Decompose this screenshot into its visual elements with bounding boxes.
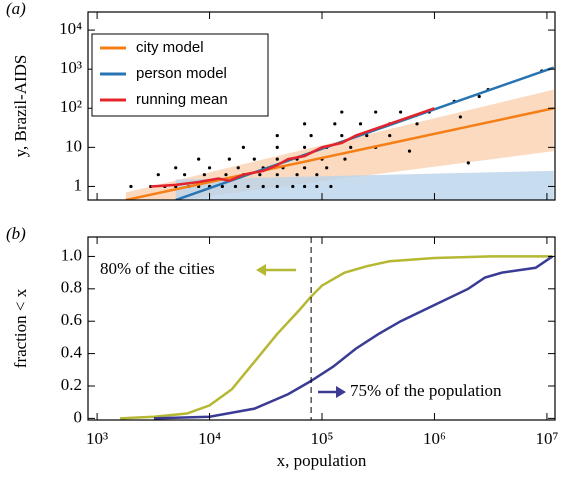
arrow-head [336, 386, 346, 398]
data-point [174, 166, 178, 170]
series-line [125, 107, 555, 200]
x-tick-label: 10⁵ [311, 429, 334, 448]
x-axis-label: x, population [277, 451, 367, 470]
data-point [325, 166, 329, 170]
data-point [236, 166, 240, 170]
data-point [275, 133, 279, 138]
plot-area [119, 237, 554, 420]
y-tick-label: 10 [65, 136, 82, 155]
data-point [246, 184, 250, 189]
data-point [220, 184, 224, 189]
data-point [207, 166, 212, 170]
legend: city model person model running mean [91, 33, 269, 117]
data-point [374, 110, 378, 114]
annotation: 75% of the population [350, 381, 502, 400]
data-point [458, 115, 462, 119]
data-point [333, 122, 337, 126]
data-point [340, 110, 344, 114]
y-tick-label: 0.6 [61, 310, 82, 329]
data-point [183, 173, 187, 177]
data-point [407, 149, 412, 153]
data-point [343, 157, 347, 161]
data-point [261, 184, 265, 189]
data-point [399, 110, 403, 114]
y-tick-label: 0.2 [61, 375, 82, 394]
data-point [388, 133, 392, 138]
data-point [302, 145, 307, 149]
y-axis-label: y, Brazil-AIDS [11, 55, 30, 158]
y-axis-label: fraction < x [11, 288, 30, 368]
y-tick-label: 0.8 [61, 278, 82, 297]
y-tick-label: 10³ [60, 58, 82, 77]
data-point [466, 161, 470, 165]
data-point [241, 145, 246, 149]
data-point [202, 173, 207, 177]
legend-label: running mean [136, 91, 228, 108]
data-point [275, 145, 279, 149]
data-point [315, 184, 319, 189]
data-point [275, 173, 279, 177]
confidence-band [175, 170, 554, 200]
y-tick-label: 10² [60, 97, 82, 116]
data-point [252, 157, 256, 161]
data-point [477, 94, 481, 99]
data-point [302, 122, 307, 126]
plot-area [125, 66, 555, 200]
data-point [302, 166, 307, 170]
panel: 10³ 10⁴ 10⁵ 10⁶ 10⁷ 0 0.2 0.4 0.6 0.8 1.0 (b) fracti… [6, 224, 558, 470]
data-point [275, 157, 279, 161]
data-point [275, 184, 279, 189]
data-point [302, 184, 307, 189]
data-point [224, 173, 228, 177]
y-tick-label: 10⁴ [59, 19, 82, 38]
y-tick-label: 1 [74, 175, 83, 194]
data-point [233, 184, 238, 189]
data-point [315, 173, 319, 177]
y-tick-label: 0 [74, 407, 83, 426]
series-line [150, 107, 435, 188]
x-tick-label: 10⁷ [535, 429, 558, 448]
series-line [153, 255, 554, 420]
data-point [227, 157, 231, 161]
x-tick-label: 10³ [86, 429, 108, 448]
data-point [415, 122, 419, 126]
legend-label: city model [136, 39, 204, 56]
data-point [258, 173, 262, 177]
data-point [340, 133, 344, 138]
data-point [349, 145, 353, 149]
data-point [358, 122, 363, 126]
data-point [309, 133, 313, 138]
data-point [365, 133, 369, 138]
panel: 1 10 10² 10³ 10⁴ (a) y, Brazil-AIDS city model p… [6, 0, 556, 201]
confidence-band [125, 89, 554, 200]
axes-frame [87, 11, 556, 201]
data-point [197, 157, 201, 161]
x-tick-label: 10⁶ [423, 429, 446, 448]
data-point [329, 184, 333, 189]
axes-frame [87, 236, 556, 421]
y-tick-label: 1.0 [61, 245, 82, 264]
x-tick-label: 10⁴ [198, 429, 221, 448]
data-point [291, 184, 295, 189]
data-point [295, 173, 299, 177]
panel-label: (b) [6, 224, 26, 243]
series-line [119, 255, 553, 420]
data-point [129, 184, 133, 189]
data-point [156, 173, 160, 177]
y-tick-label: 0.4 [61, 343, 83, 362]
panel-label: (a) [6, 0, 26, 18]
legend-label: person model [136, 65, 227, 82]
arrow-head [256, 264, 266, 276]
annotation: 80% of the cities [100, 259, 215, 278]
